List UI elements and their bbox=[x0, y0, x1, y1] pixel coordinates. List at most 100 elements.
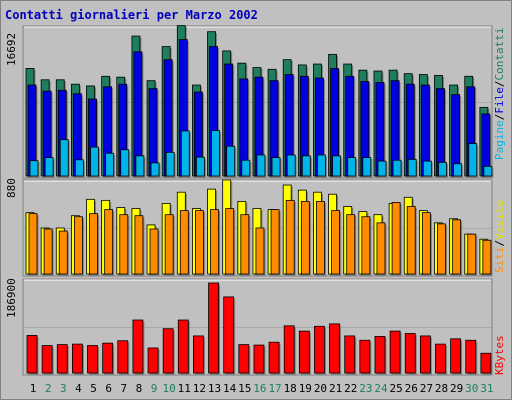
bar-pagine-day-9 bbox=[150, 162, 160, 177]
bar-siti-day-11 bbox=[179, 210, 189, 275]
bar-siti-day-22 bbox=[346, 214, 356, 275]
bar-pagine-day-17 bbox=[271, 157, 281, 177]
x-tick-label-day-14: 14 bbox=[223, 382, 237, 395]
bar-kbytes-day-5 bbox=[87, 345, 98, 374]
x-tick-label-day-5: 5 bbox=[90, 382, 97, 395]
x-tick-label-day-11: 11 bbox=[178, 382, 191, 395]
x-tick-label-day-31: 31 bbox=[480, 382, 493, 395]
x-tick-label-day-22: 22 bbox=[344, 382, 357, 395]
bar-pagine-day-20 bbox=[317, 154, 326, 177]
bar-siti-day-16 bbox=[255, 227, 265, 275]
x-tick-label-day-28: 28 bbox=[435, 382, 448, 395]
x-tick-label-day-10: 10 bbox=[163, 382, 176, 395]
bar-siti-day-28 bbox=[437, 223, 446, 275]
bar-kbytes-day-13 bbox=[208, 282, 219, 374]
series-label-part: / bbox=[493, 240, 506, 247]
bar-pagine-day-3 bbox=[59, 139, 69, 177]
bar-siti-day-2 bbox=[43, 228, 53, 275]
x-tick-label-day-6: 6 bbox=[105, 382, 112, 395]
bar-siti-day-20 bbox=[316, 200, 325, 275]
bar-pagine-day-1 bbox=[29, 160, 39, 177]
bar-siti-day-13 bbox=[210, 209, 219, 275]
bar-kbytes-day-20 bbox=[314, 325, 325, 374]
x-tick-label-day-12: 12 bbox=[193, 382, 206, 395]
bar-kbytes-day-2 bbox=[41, 345, 53, 374]
bar-pagine-day-2 bbox=[44, 157, 54, 177]
bar-pagine-day-6 bbox=[105, 152, 115, 177]
bar-pagine-day-14 bbox=[226, 145, 236, 177]
bar-pagine-day-11 bbox=[180, 130, 190, 177]
bar-siti-day-10 bbox=[164, 214, 174, 275]
x-tick-label-day-15: 15 bbox=[238, 382, 251, 395]
series-label-part: KBytes bbox=[493, 335, 506, 375]
bar-siti-day-26 bbox=[406, 206, 416, 275]
series-legend-panel-2: Siti/Visite bbox=[493, 200, 506, 273]
bar-pagine-day-13 bbox=[211, 130, 220, 177]
bar-pagine-day-31 bbox=[483, 165, 493, 177]
bar-siti-day-7 bbox=[119, 214, 129, 275]
bar-kbytes-day-18 bbox=[283, 325, 295, 374]
bar-kbytes-day-22 bbox=[344, 335, 356, 374]
x-tick-label-day-4: 4 bbox=[75, 382, 82, 395]
bar-kbytes-day-21 bbox=[329, 323, 340, 374]
bar-siti-day-17 bbox=[270, 209, 280, 275]
x-tick-label-day-18: 18 bbox=[284, 382, 297, 395]
bar-kbytes-day-6 bbox=[102, 342, 114, 374]
bar-siti-day-27 bbox=[421, 212, 431, 275]
x-tick-label-day-21: 21 bbox=[329, 382, 342, 395]
bar-pagine-day-4 bbox=[74, 159, 84, 177]
x-tick-label-day-27: 27 bbox=[420, 382, 433, 395]
x-tick-label-day-23: 23 bbox=[359, 382, 372, 395]
bar-pagine-day-22 bbox=[347, 157, 357, 177]
bar-kbytes-day-30 bbox=[465, 339, 477, 374]
bar-pagine-day-7 bbox=[120, 149, 130, 177]
bar-kbytes-day-1 bbox=[26, 335, 38, 374]
bar-siti-day-3 bbox=[58, 230, 68, 275]
x-tick-label-day-17: 17 bbox=[268, 382, 281, 395]
x-tick-label-day-24: 24 bbox=[374, 382, 388, 395]
bar-pagine-day-24 bbox=[377, 160, 387, 177]
series-legend-panel-1: Pagine/File/Contatti bbox=[493, 28, 506, 160]
series-label-part: Pagine bbox=[493, 120, 506, 160]
series-label-part: / bbox=[493, 114, 506, 121]
bar-kbytes-day-23 bbox=[359, 339, 371, 374]
bar-siti-day-8 bbox=[134, 215, 144, 275]
bar-kbytes-day-3 bbox=[56, 344, 68, 374]
bar-kbytes-day-12 bbox=[193, 335, 204, 374]
y-max-label-panel-1: 16692 bbox=[5, 33, 18, 66]
series-label-part: / bbox=[493, 81, 506, 88]
bar-pagine-day-15 bbox=[241, 159, 251, 177]
x-tick-label-day-29: 29 bbox=[450, 382, 463, 395]
bar-pagine-day-8 bbox=[135, 155, 145, 177]
bar-siti-day-5 bbox=[89, 213, 98, 275]
y-max-label-panel-3: 186900 bbox=[5, 278, 18, 318]
bar-kbytes-day-10 bbox=[162, 328, 174, 374]
bar-pagine-day-21 bbox=[332, 155, 341, 177]
bar-pagine-day-12 bbox=[196, 156, 205, 177]
bar-siti-day-9 bbox=[149, 228, 159, 275]
bar-kbytes-day-17 bbox=[268, 341, 280, 374]
x-tick-label-day-19: 19 bbox=[299, 382, 312, 395]
bar-kbytes-day-24 bbox=[374, 336, 386, 374]
bar-siti-day-25 bbox=[391, 202, 401, 275]
bar-siti-day-24 bbox=[376, 222, 386, 275]
bar-pagine-day-26 bbox=[407, 158, 417, 177]
bar-pagine-day-10 bbox=[165, 151, 175, 177]
x-tick-label-day-3: 3 bbox=[60, 382, 67, 395]
x-tick-label-day-16: 16 bbox=[253, 382, 266, 395]
bar-kbytes-day-28 bbox=[435, 343, 446, 374]
bar-kbytes-day-26 bbox=[404, 333, 416, 374]
series-label-part: File bbox=[493, 87, 506, 114]
bar-siti-day-19 bbox=[300, 200, 310, 275]
bar-kbytes-day-25 bbox=[389, 330, 401, 374]
bar-pagine-day-28 bbox=[438, 162, 447, 177]
bar-siti-day-30 bbox=[467, 233, 477, 275]
bar-pagine-day-19 bbox=[301, 155, 311, 177]
bar-kbytes-day-19 bbox=[298, 330, 310, 374]
bar-pagine-day-18 bbox=[286, 154, 296, 177]
bar-siti-day-23 bbox=[361, 216, 371, 275]
bar-pagine-day-29 bbox=[453, 163, 463, 177]
bar-siti-day-15 bbox=[240, 214, 250, 275]
bar-kbytes-day-7 bbox=[117, 340, 129, 374]
